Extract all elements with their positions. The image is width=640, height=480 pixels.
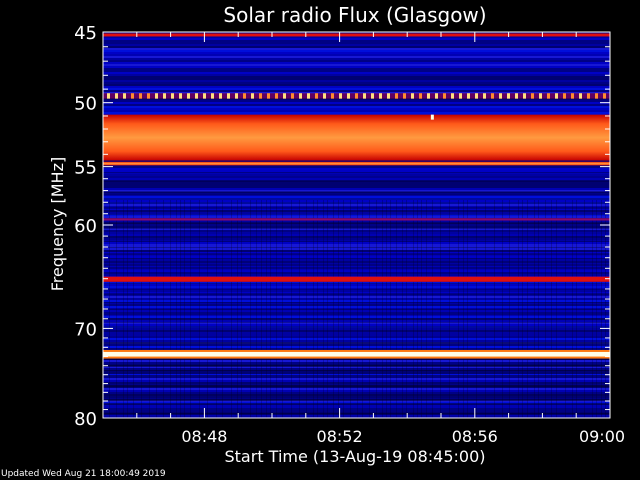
y-tick-label-50: 50 [74, 94, 97, 115]
dark-stripes [103, 150, 610, 415]
band-3 [103, 161, 610, 166]
band-4 [103, 218, 610, 221]
y-tick-label-60: 60 [74, 216, 97, 237]
chart-title: Solar radio Flux (Glasgow) [223, 3, 486, 27]
y-tick-label-45: 45 [74, 23, 97, 44]
burst-mark [430, 114, 434, 120]
background-noise [103, 32, 610, 418]
band-2 [103, 114, 610, 161]
x-tick-label-1: 08:52 [317, 427, 363, 446]
y-axis-label: Frequency [MHz] [48, 157, 67, 291]
band-1 [103, 93, 610, 99]
x-axis-label: Start Time (13-Aug-19 08:45:00) [225, 447, 486, 466]
y-tick-label-80: 80 [74, 409, 97, 430]
x-tick-label-2: 08:56 [452, 427, 498, 446]
band-6 [103, 349, 610, 359]
x-tick-label-0: 08:48 [181, 427, 227, 446]
y-tick-label-55: 55 [74, 158, 97, 179]
x-tick-label-3: 09:00 [579, 427, 625, 446]
updated-timestamp: Updated Wed Aug 21 18:00:49 2019 [1, 469, 166, 479]
band-5 [103, 276, 610, 282]
y-tick-label-70: 70 [74, 319, 97, 340]
band-0 [103, 33, 610, 37]
